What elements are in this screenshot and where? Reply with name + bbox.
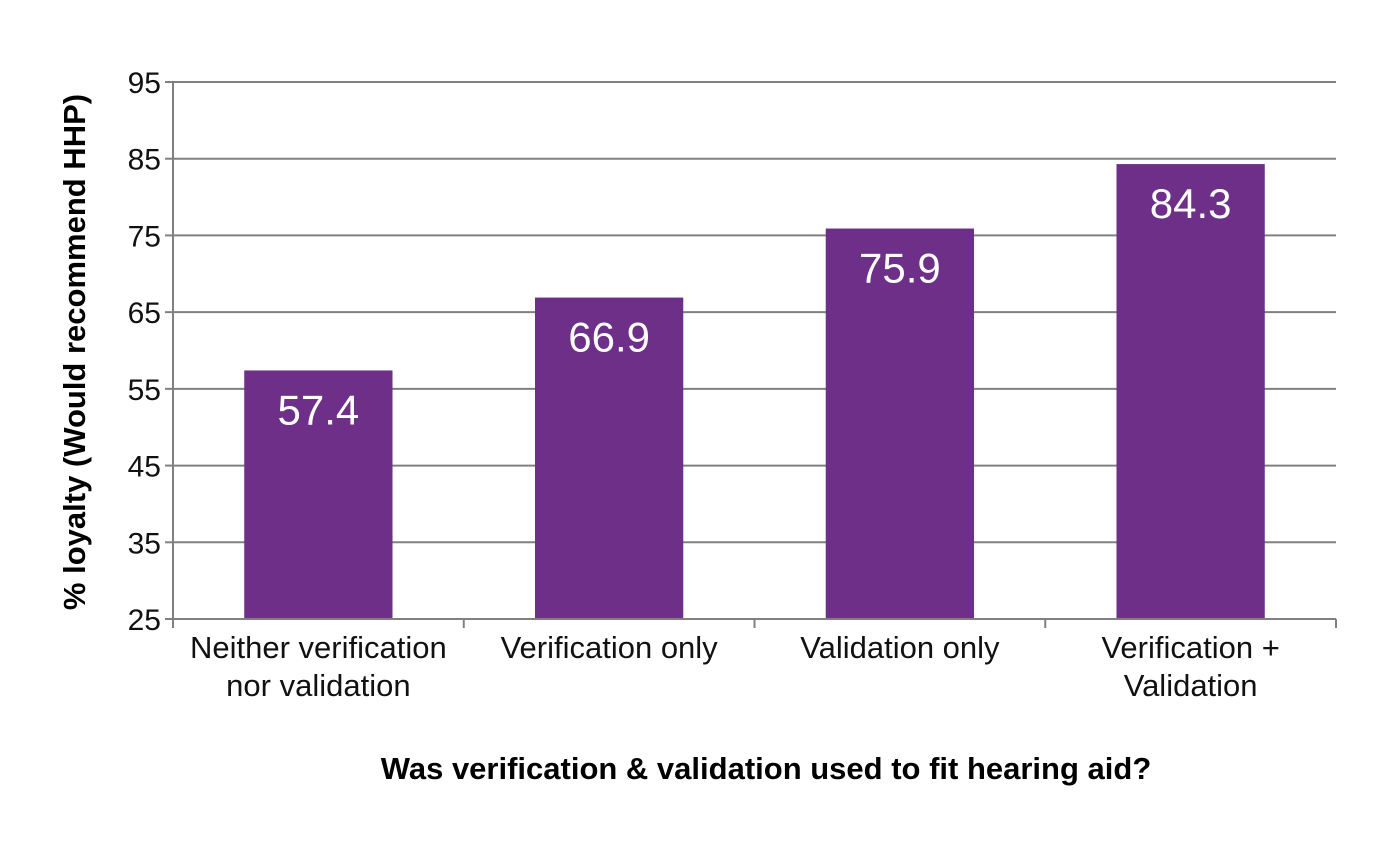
axes (165, 81, 1337, 628)
x-category-label-line: Validation only (800, 630, 1000, 665)
x-category-label-line: Neither verification (190, 630, 447, 665)
data-label: 66.9 (568, 314, 650, 361)
x-category-label: Verification + Validation (1101, 630, 1279, 703)
y-tick-label: 75 (128, 220, 161, 253)
bars (244, 164, 1265, 619)
x-category-label: Neither verification nor validation (190, 630, 447, 703)
y-tick-label: 95 (128, 67, 161, 100)
x-category-label-line: Verification only (501, 630, 719, 665)
y-tick-label: 85 (128, 144, 161, 177)
x-category-label-line: Validation (1124, 668, 1258, 703)
value-labels: 57.4 66.9 75.9 84.3 (278, 180, 1232, 433)
y-tick-label: 45 (128, 451, 161, 484)
y-axis-title: % loyalty (Would recommend HHP) (57, 94, 92, 610)
x-category-label-line: Verification + (1101, 630, 1279, 665)
x-category-label-line: nor validation (226, 668, 410, 703)
data-label: 75.9 (859, 245, 941, 292)
x-category-label: Validation only (800, 630, 1000, 665)
data-label: 57.4 (278, 386, 360, 433)
bar (244, 370, 393, 619)
bar (825, 228, 975, 619)
x-category-labels: Neither verification nor validation Verifi… (190, 630, 1280, 703)
y-tick-labels: 25 35 45 55 65 75 85 95 (128, 67, 161, 637)
data-label: 84.3 (1150, 180, 1232, 227)
y-tick-label: 35 (128, 527, 161, 560)
bar (534, 297, 684, 619)
x-category-label: Verification only (501, 630, 719, 665)
y-tick-label: 65 (128, 297, 161, 330)
y-tick-label: 55 (128, 374, 161, 407)
bar (1116, 164, 1265, 619)
y-tick-label: 25 (128, 604, 161, 637)
x-axis-title: Was verification & validation used to fi… (381, 751, 1152, 786)
